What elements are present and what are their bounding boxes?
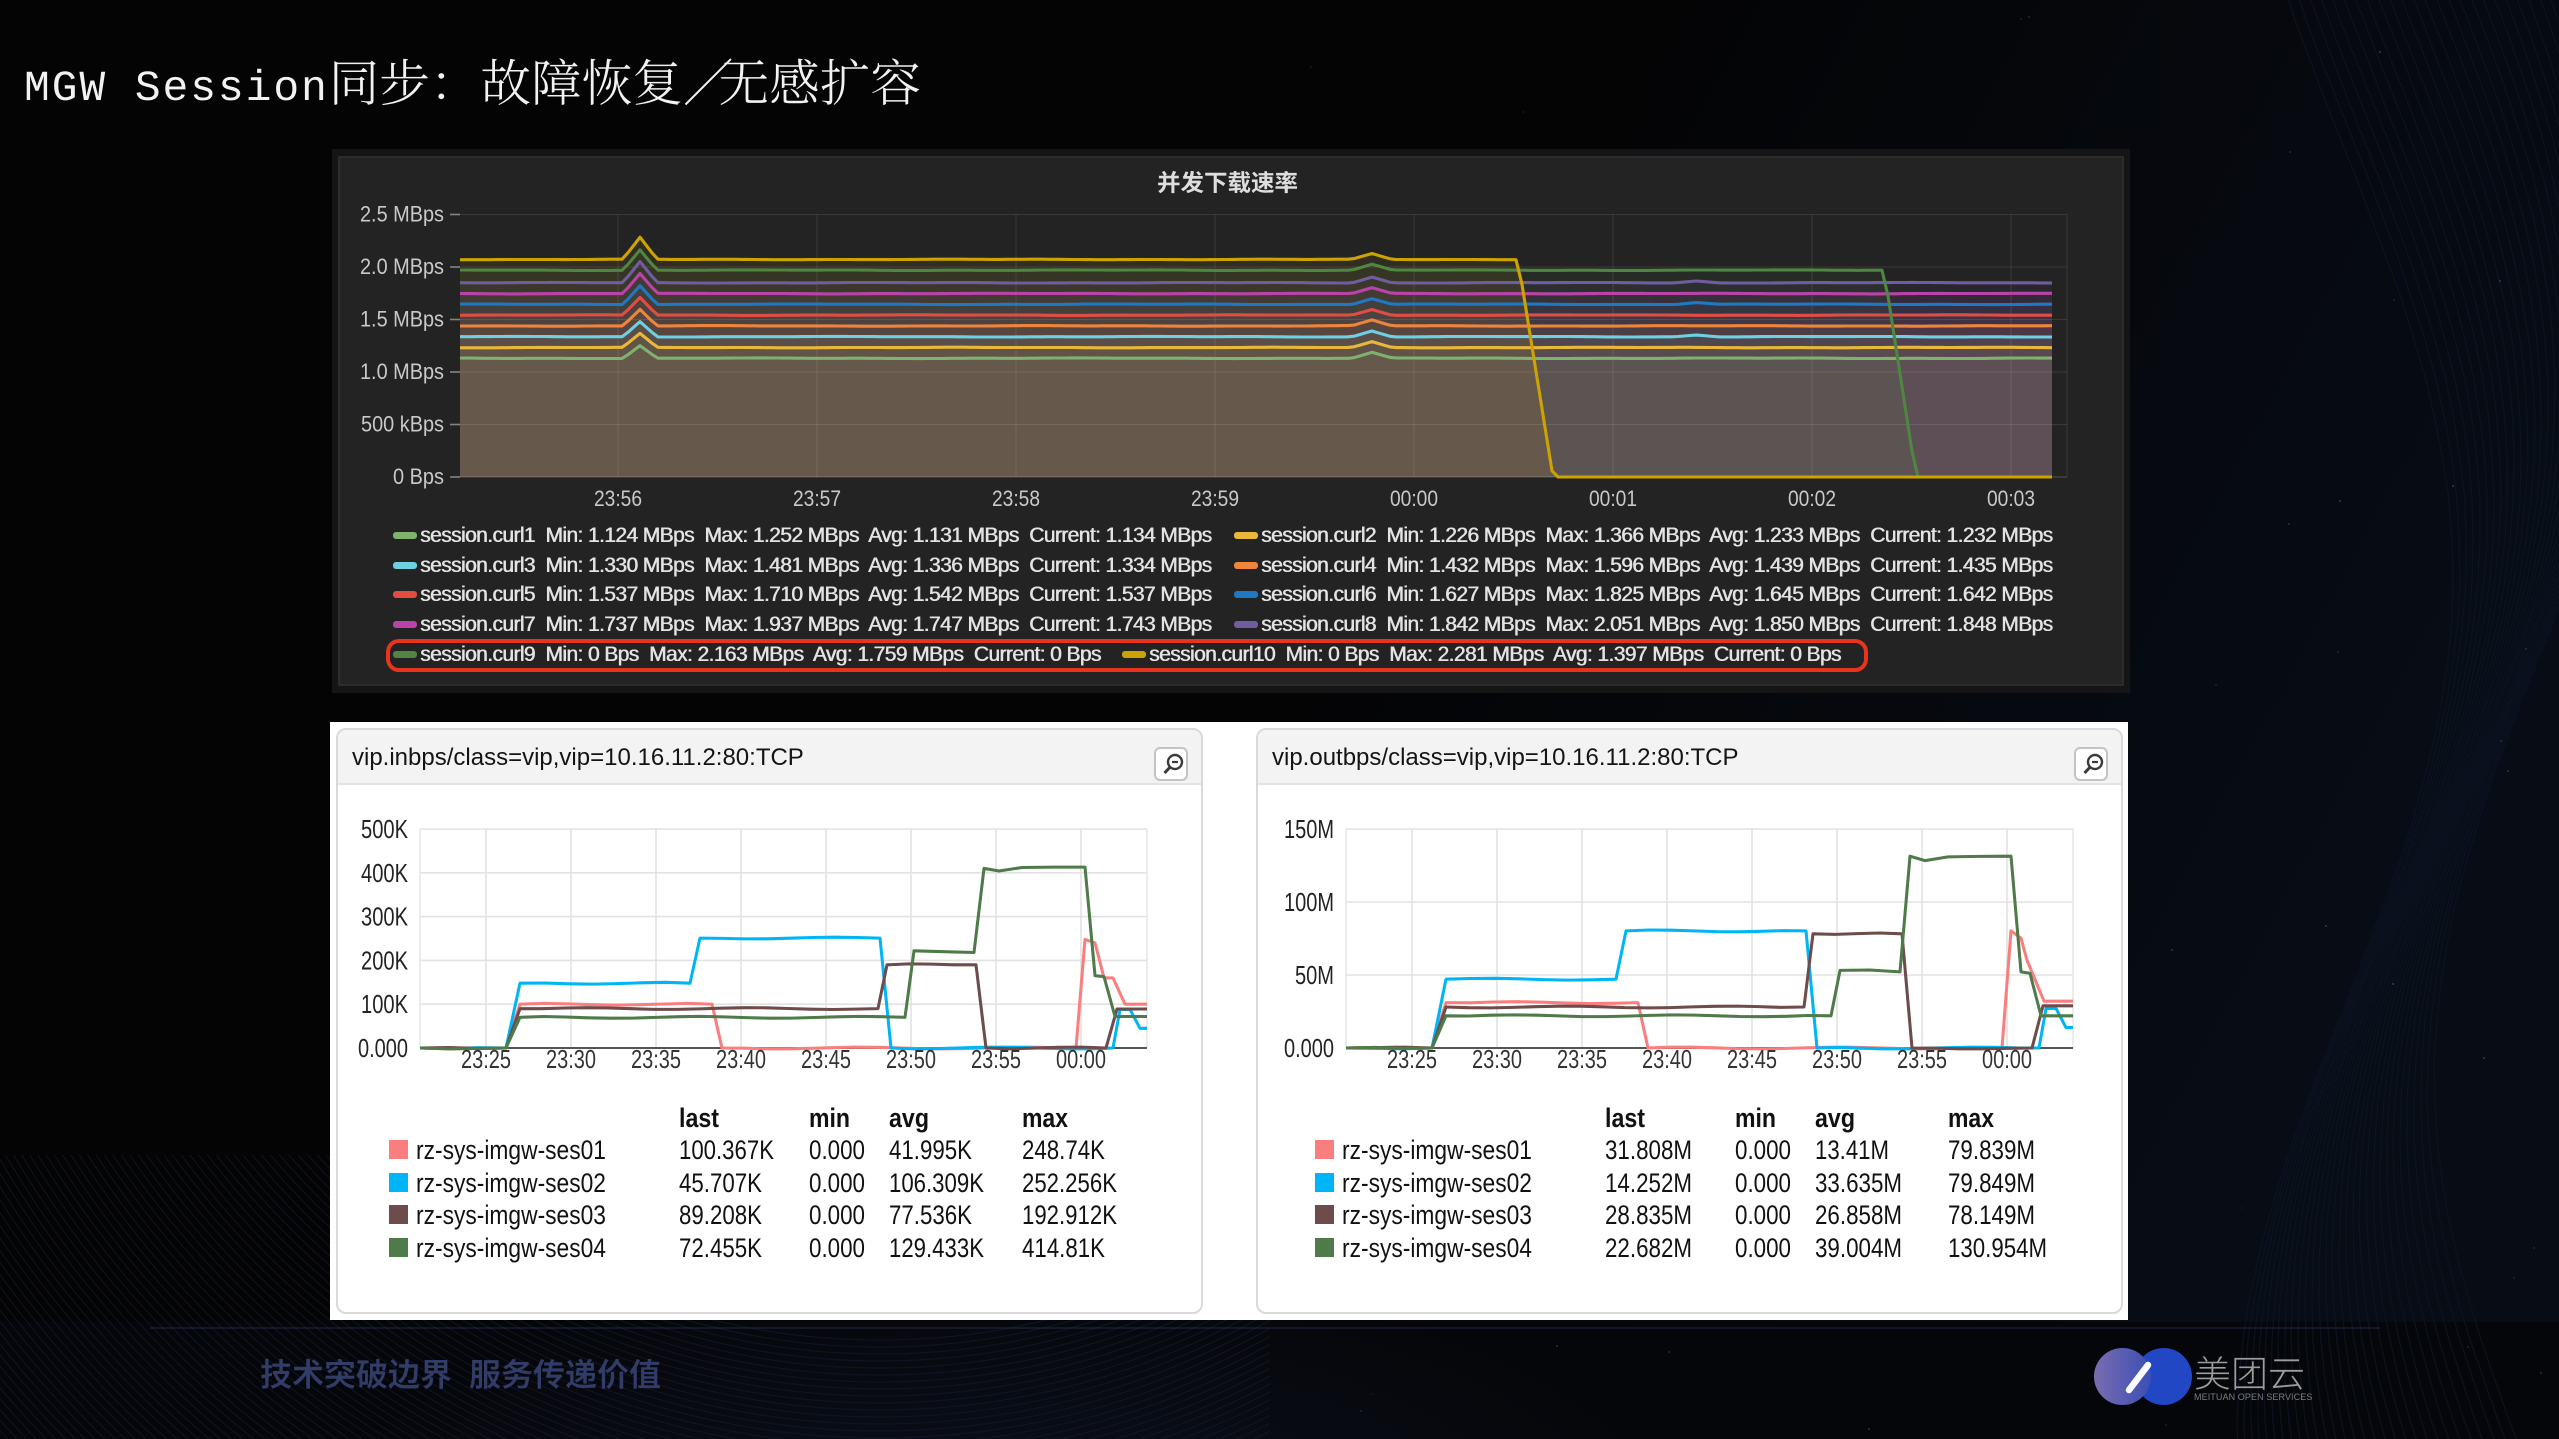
svg-text:22.682M: 22.682M — [1605, 1233, 1692, 1263]
svg-text:23:56: 23:56 — [594, 486, 642, 511]
svg-text:23:25: 23:25 — [461, 1044, 511, 1074]
svg-text:500K: 500K — [361, 814, 408, 844]
svg-text:0.000: 0.000 — [1735, 1200, 1791, 1230]
svg-text:129.433K: 129.433K — [889, 1233, 984, 1263]
svg-text:33.635M: 33.635M — [1815, 1168, 1902, 1198]
svg-text:00:03: 00:03 — [1987, 486, 2035, 511]
svg-text:79.849M: 79.849M — [1948, 1168, 2035, 1198]
svg-text:0.000: 0.000 — [358, 1033, 408, 1063]
svg-text:1.5 MBps: 1.5 MBps — [360, 307, 444, 332]
svg-text:0.000: 0.000 — [1735, 1135, 1791, 1165]
svg-text:79.839M: 79.839M — [1948, 1135, 2035, 1165]
svg-text:avg: avg — [1815, 1103, 1855, 1133]
svg-text:23:58: 23:58 — [992, 486, 1040, 511]
svg-text:0.000: 0.000 — [1735, 1168, 1791, 1198]
svg-text:300K: 300K — [361, 902, 408, 932]
svg-text:100.367K: 100.367K — [679, 1135, 774, 1165]
svg-text:max: max — [1948, 1103, 1994, 1133]
svg-text:77.536K: 77.536K — [889, 1200, 972, 1230]
svg-text:23:30: 23:30 — [1472, 1044, 1522, 1074]
svg-text:13.41M: 13.41M — [1815, 1135, 1889, 1165]
svg-text:0.000: 0.000 — [1284, 1033, 1334, 1063]
svg-text:23:40: 23:40 — [716, 1044, 766, 1074]
svg-text:last: last — [1605, 1103, 1645, 1133]
svg-text:0.000: 0.000 — [809, 1233, 865, 1263]
svg-text:0 Bps: 0 Bps — [393, 464, 444, 489]
svg-text:400K: 400K — [361, 858, 408, 888]
svg-text:min: min — [809, 1103, 850, 1133]
svg-text:23:55: 23:55 — [971, 1044, 1021, 1074]
svg-text:0.000: 0.000 — [809, 1135, 865, 1165]
svg-text:500 kBps: 500 kBps — [361, 412, 444, 437]
svg-text:rz-sys-imgw-ses02: rz-sys-imgw-ses02 — [416, 1168, 606, 1198]
svg-text:23:45: 23:45 — [801, 1044, 851, 1074]
svg-text:23:55: 23:55 — [1897, 1044, 1947, 1074]
svg-text:2.0 MBps: 2.0 MBps — [360, 254, 444, 279]
svg-text:23:35: 23:35 — [631, 1044, 681, 1074]
svg-text:23:40: 23:40 — [1642, 1044, 1692, 1074]
svg-text:23:45: 23:45 — [1727, 1044, 1777, 1074]
svg-text:130.954M: 130.954M — [1948, 1233, 2047, 1263]
svg-text:23:30: 23:30 — [546, 1044, 596, 1074]
svg-text:rz-sys-imgw-ses01: rz-sys-imgw-ses01 — [416, 1135, 606, 1165]
svg-text:31.808M: 31.808M — [1605, 1135, 1692, 1165]
svg-text:72.455K: 72.455K — [679, 1233, 762, 1263]
svg-text:last: last — [679, 1103, 719, 1133]
svg-text:23:50: 23:50 — [1812, 1044, 1862, 1074]
svg-text:avg: avg — [889, 1103, 929, 1133]
svg-text:26.858M: 26.858M — [1815, 1200, 1902, 1230]
svg-text:23:59: 23:59 — [1191, 486, 1239, 511]
svg-text:23:25: 23:25 — [1387, 1044, 1437, 1074]
svg-text:14.252M: 14.252M — [1605, 1168, 1692, 1198]
svg-text:00:01: 00:01 — [1589, 486, 1637, 511]
svg-text:28.835M: 28.835M — [1605, 1200, 1692, 1230]
svg-text:23:50: 23:50 — [886, 1044, 936, 1074]
svg-text:0.000: 0.000 — [809, 1168, 865, 1198]
svg-text:192.912K: 192.912K — [1022, 1200, 1117, 1230]
svg-text:00:02: 00:02 — [1788, 486, 1836, 511]
svg-text:max: max — [1022, 1103, 1068, 1133]
svg-text:2.5 MBps: 2.5 MBps — [360, 202, 444, 227]
svg-text:39.004M: 39.004M — [1815, 1233, 1902, 1263]
svg-text:rz-sys-imgw-ses04: rz-sys-imgw-ses04 — [1342, 1233, 1532, 1263]
svg-text:252.256K: 252.256K — [1022, 1168, 1117, 1198]
svg-text:rz-sys-imgw-ses03: rz-sys-imgw-ses03 — [1342, 1200, 1532, 1230]
svg-text:78.149M: 78.149M — [1948, 1200, 2035, 1230]
svg-text:89.208K: 89.208K — [679, 1200, 762, 1230]
svg-text:00:00: 00:00 — [1390, 486, 1438, 511]
svg-text:rz-sys-imgw-ses01: rz-sys-imgw-ses01 — [1342, 1135, 1532, 1165]
svg-text:100K: 100K — [361, 989, 408, 1019]
svg-text:0.000: 0.000 — [809, 1200, 865, 1230]
svg-text:50M: 50M — [1295, 960, 1334, 990]
svg-text:45.707K: 45.707K — [679, 1168, 762, 1198]
svg-text:100M: 100M — [1284, 887, 1334, 917]
svg-text:200K: 200K — [361, 945, 408, 975]
svg-text:rz-sys-imgw-ses02: rz-sys-imgw-ses02 — [1342, 1168, 1532, 1198]
svg-text:00:00: 00:00 — [1056, 1044, 1106, 1074]
svg-text:rz-sys-imgw-ses04: rz-sys-imgw-ses04 — [416, 1233, 606, 1263]
svg-text:150M: 150M — [1284, 814, 1334, 844]
svg-text:rz-sys-imgw-ses03: rz-sys-imgw-ses03 — [416, 1200, 606, 1230]
svg-text:1.0 MBps: 1.0 MBps — [360, 359, 444, 384]
svg-text:41.995K: 41.995K — [889, 1135, 972, 1165]
svg-text:min: min — [1735, 1103, 1776, 1133]
svg-text:23:35: 23:35 — [1557, 1044, 1607, 1074]
svg-text:23:57: 23:57 — [793, 486, 841, 511]
svg-text:00:00: 00:00 — [1982, 1044, 2032, 1074]
svg-text:414.81K: 414.81K — [1022, 1233, 1105, 1263]
svg-text:106.309K: 106.309K — [889, 1168, 984, 1198]
svg-text:248.74K: 248.74K — [1022, 1135, 1105, 1165]
svg-text:0.000: 0.000 — [1735, 1233, 1791, 1263]
